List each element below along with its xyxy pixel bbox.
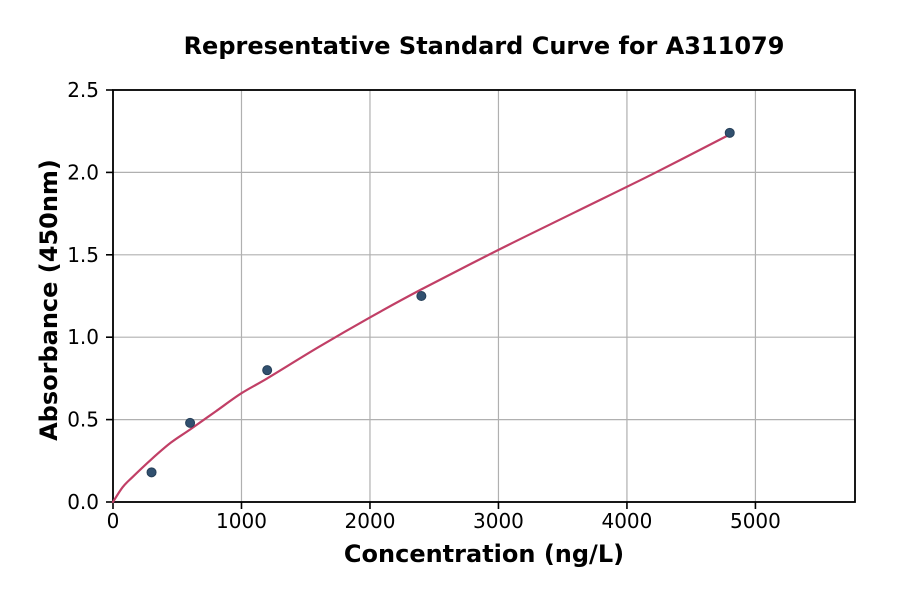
x-axis-label: Concentration (ng/L) (343, 540, 625, 568)
data-point (146, 467, 157, 478)
x-tick-label: 3000 (473, 509, 524, 533)
y-tick-label: 2.0 (67, 160, 99, 184)
y-tick-label: 1.0 (67, 325, 99, 349)
y-tick-label: 2.5 (67, 78, 99, 102)
data-point (262, 365, 273, 376)
x-tick-label: 4000 (601, 509, 652, 533)
fit-curve (111, 133, 731, 504)
x-tick-label: 1000 (216, 509, 267, 533)
x-tick-label: 2000 (345, 509, 396, 533)
y-tick-label: 0.0 (67, 490, 99, 514)
x-tick-label: 5000 (730, 509, 781, 533)
y-tick-label: 1.5 (67, 243, 99, 267)
data-point (416, 291, 427, 301)
data-point (185, 417, 196, 428)
chart-title: Representative Standard Curve for A31107… (183, 32, 785, 60)
x-tick-label: 0 (107, 509, 120, 533)
data-point (724, 127, 735, 138)
y-tick-label: 0.5 (67, 408, 99, 432)
plot-border (112, 89, 856, 503)
